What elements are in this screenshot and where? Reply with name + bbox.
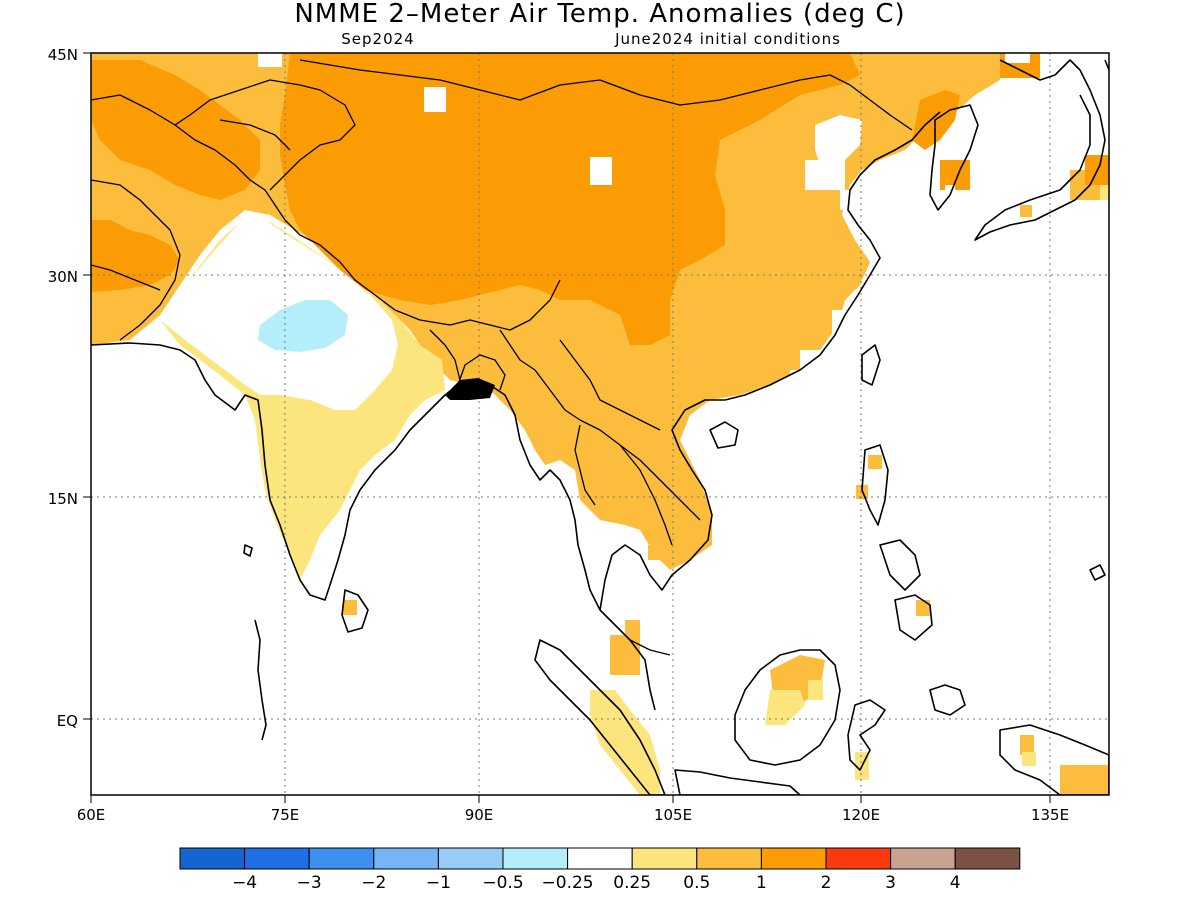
colorbar-swatch xyxy=(437,847,504,870)
country-borders xyxy=(91,59,913,656)
colorbar-labels: −4 −3 −2 −1 −0.5 −0.25 0.25 0.5 1 2 3 4 xyxy=(232,873,961,893)
colorbar-tick-label: −1 xyxy=(426,873,451,893)
colorbar-tick-label: 0.25 xyxy=(613,873,651,893)
lon-label: 105E xyxy=(654,806,692,824)
anomaly-shading-negative xyxy=(258,300,348,352)
colorbar-tick-label: −3 xyxy=(297,873,322,893)
lat-label: 45N xyxy=(48,46,78,64)
lon-label: 90E xyxy=(465,806,494,824)
lon-label: 120E xyxy=(842,806,880,824)
latitude-labels: 45N 30N 15N EQ xyxy=(48,46,78,730)
colorbar-tick-label: 3 xyxy=(885,873,896,893)
colorbar-tick-label: −2 xyxy=(361,873,386,893)
plot-frame xyxy=(90,52,1110,796)
ganges-delta xyxy=(445,378,495,400)
colorbar-swatch xyxy=(179,847,246,870)
lat-label: 30N xyxy=(48,268,78,286)
colorbar-swatch xyxy=(890,847,956,870)
forecast-month: Sep2024 xyxy=(341,30,414,48)
lon-label: 60E xyxy=(77,806,106,824)
colorbar-swatch xyxy=(502,847,569,870)
colorbar-tick-label: −0.25 xyxy=(542,873,594,893)
initial-conditions: June2024 initial conditions xyxy=(614,30,841,48)
lon-label: 135E xyxy=(1031,806,1069,824)
colorbar-swatch xyxy=(631,847,698,870)
colorbar-tick-label: −0.5 xyxy=(482,873,523,893)
colorbar xyxy=(179,847,1021,870)
colorbar-swatch xyxy=(696,847,762,870)
longitude-labels: 60E 75E 90E 105E 120E 135E xyxy=(77,806,1069,824)
lat-label: 15N xyxy=(48,490,78,508)
colorbar-tick-label: 2 xyxy=(821,873,832,893)
colorbar-swatch xyxy=(760,847,827,870)
colorbar-swatch xyxy=(308,847,375,870)
colorbar-tick-label: 0.5 xyxy=(683,873,710,893)
lon-label: 75E xyxy=(271,806,300,824)
lat-label: EQ xyxy=(57,712,78,730)
colorbar-swatch xyxy=(567,847,633,870)
colorbar-swatch xyxy=(954,847,1021,870)
colorbar-tick-label: 4 xyxy=(950,873,961,893)
map-plot-area xyxy=(91,53,1109,795)
colorbar-swatch xyxy=(373,847,439,870)
graticule xyxy=(91,53,1109,795)
anomaly-shading-1-2 xyxy=(91,53,1109,345)
colorbar-tick-label: 1 xyxy=(756,873,767,893)
figure-title: NMME 2–Meter Air Temp. Anomalies (deg C) xyxy=(294,0,905,29)
colorbar-swatch xyxy=(244,847,310,870)
colorbar-tick-label: −4 xyxy=(232,873,257,893)
missing-data-cells xyxy=(258,53,1030,385)
tick-marks xyxy=(83,52,1051,803)
colorbar-swatch xyxy=(825,847,892,870)
